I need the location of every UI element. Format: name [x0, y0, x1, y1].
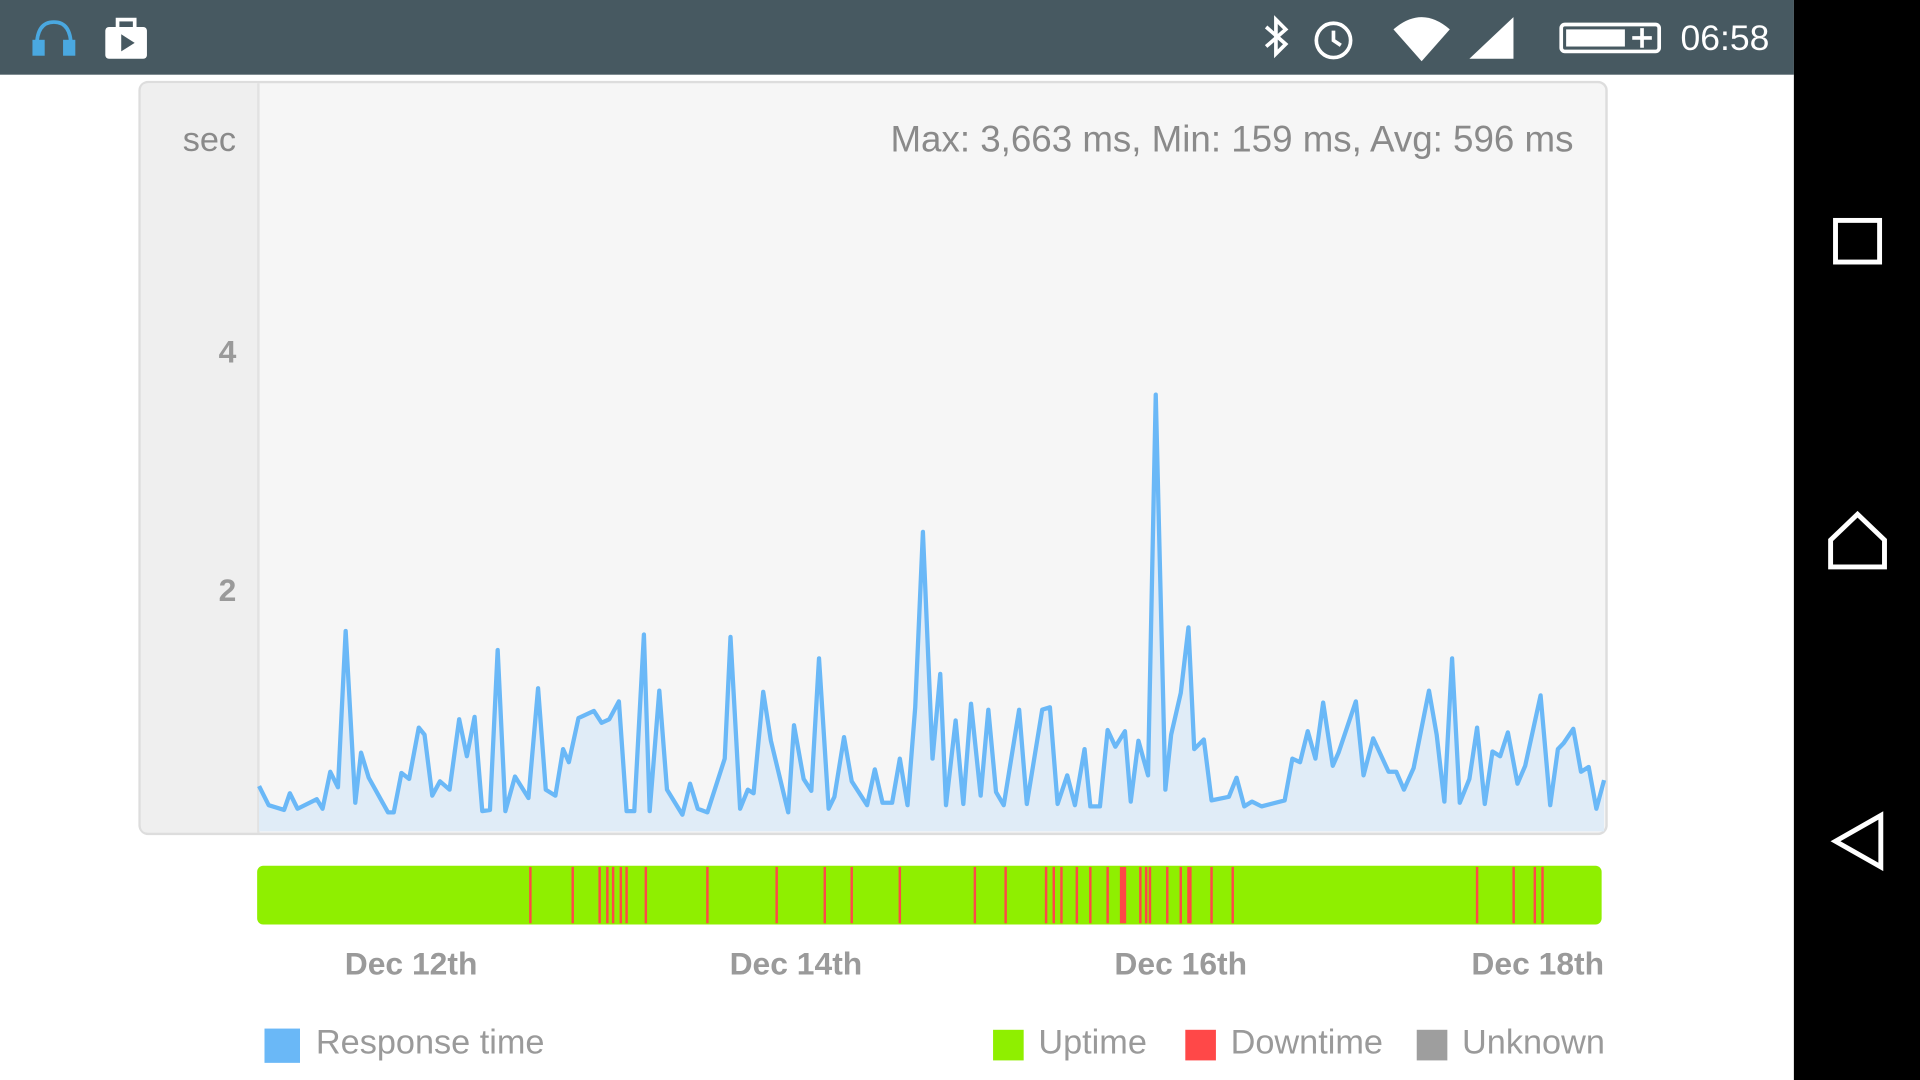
stats-annotation: Max: 3,663 ms, Min: 159 ms, Avg: 596 ms	[890, 119, 1573, 160]
legend-swatch	[993, 1029, 1024, 1061]
uptime-bar	[257, 865, 1602, 925]
response-area	[259, 394, 1605, 832]
back-button[interactable]	[1830, 811, 1884, 872]
x-tick-label: Dec 14th	[730, 946, 863, 982]
home-button[interactable]	[1828, 510, 1887, 570]
bluetooth-icon	[1264, 15, 1289, 59]
alarm-icon	[1314, 21, 1353, 60]
y-axis-panel	[140, 83, 258, 833]
chart-card	[138, 80, 1608, 836]
legend-swatch	[1185, 1029, 1216, 1061]
y-tick-label: 2	[219, 572, 237, 608]
battery-icon	[1559, 22, 1662, 54]
legend-label: Response time	[316, 1024, 545, 1062]
legend-swatch	[1416, 1029, 1448, 1061]
legend-label: Downtime	[1231, 1024, 1383, 1062]
legend-swatch	[264, 1028, 300, 1063]
response-line	[257, 392, 1607, 817]
legend-label: Unknown	[1462, 1024, 1605, 1062]
x-tick-label: Dec 12th	[345, 946, 478, 982]
x-tick-label: Dec 16th	[1114, 946, 1247, 982]
y-axis-label: sec	[183, 121, 236, 159]
app-icon	[32, 20, 76, 56]
clock: 06:58	[1681, 18, 1770, 58]
nav-bar	[1793, 0, 1920, 1080]
wifi-icon	[1393, 17, 1450, 62]
y-tick-label: 4	[219, 334, 237, 370]
x-tick-label: Dec 18th	[1471, 946, 1604, 982]
recents-button[interactable]	[1833, 217, 1883, 265]
notification-icon	[105, 17, 147, 59]
status-bar	[0, 0, 1794, 75]
legend-label: Uptime	[1038, 1024, 1147, 1062]
